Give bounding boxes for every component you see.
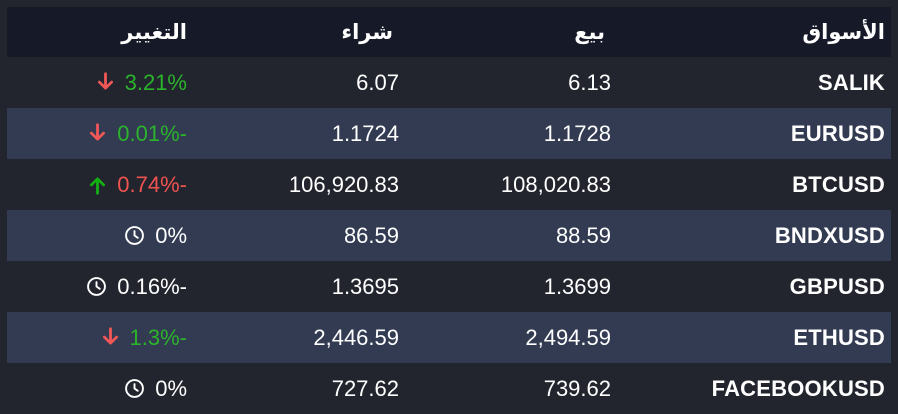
header-sell: بيع bbox=[574, 20, 605, 44]
table-body: SALIK 6.13 6.07 3.21% EURUSD 1.1728 1.17… bbox=[7, 57, 891, 414]
change-cell: 0% bbox=[7, 223, 187, 249]
change-value: 3.21% bbox=[124, 69, 187, 95]
header-markets: الأسواق bbox=[802, 20, 885, 44]
market-symbol: BTCUSD bbox=[792, 171, 885, 197]
buy-price: 1.1724 bbox=[331, 120, 399, 146]
table-row[interactable]: BNDXUSD 88.59 86.59 0% bbox=[7, 210, 891, 261]
table-row[interactable]: FACEBOOKUSD 739.62 727.62 0% bbox=[7, 363, 891, 414]
table-header-row: الأسواق بيع شراء التغيير bbox=[7, 7, 891, 57]
buy-price: 106,920.83 bbox=[288, 171, 399, 197]
change-value: 0% bbox=[155, 222, 187, 248]
clock-icon bbox=[125, 379, 145, 398]
buy-price: 2,446.59 bbox=[313, 324, 399, 350]
table-row[interactable]: ETHUSD 2,494.59 2,446.59 1.3%- bbox=[7, 312, 891, 363]
buy-price: 1.3695 bbox=[331, 273, 399, 299]
table-row[interactable]: EURUSD 1.1728 1.1724 0.01%- bbox=[7, 108, 891, 159]
table-row[interactable]: SALIK 6.13 6.07 3.21% bbox=[7, 57, 891, 108]
sell-price: 739.62 bbox=[543, 375, 611, 401]
sell-price: 108,020.83 bbox=[500, 171, 611, 197]
change-value: 0.74%- bbox=[117, 171, 187, 197]
change-cell: 0.74%- bbox=[7, 172, 187, 198]
buy-price: 86.59 bbox=[343, 222, 399, 248]
arrow-up-icon bbox=[90, 177, 106, 195]
sell-price: 2,494.59 bbox=[525, 324, 611, 350]
market-watch-table: الأسواق بيع شراء التغيير SALIK 6.13 6.07… bbox=[7, 7, 891, 414]
change-value: 0% bbox=[155, 375, 187, 401]
buy-price: 727.62 bbox=[331, 375, 399, 401]
market-symbol: GBPUSD bbox=[789, 273, 885, 299]
market-symbol: FACEBOOKUSD bbox=[711, 375, 885, 401]
sell-price: 1.3699 bbox=[543, 273, 611, 299]
market-symbol: ETHUSD bbox=[793, 324, 885, 350]
change-cell: 0% bbox=[7, 376, 187, 402]
buy-price: 6.07 bbox=[356, 69, 399, 95]
market-symbol: SALIK bbox=[818, 69, 885, 95]
sell-price: 1.1728 bbox=[543, 120, 611, 146]
change-value: 1.3%- bbox=[129, 324, 187, 350]
table-row[interactable]: BTCUSD 108,020.83 106,920.83 0.74%- bbox=[7, 159, 891, 210]
change-cell: 0.01%- bbox=[7, 121, 187, 147]
sell-price: 6.13 bbox=[568, 69, 611, 95]
change-cell: 1.3%- bbox=[7, 325, 187, 351]
change-value: 0.01%- bbox=[117, 120, 187, 146]
market-symbol: BNDXUSD bbox=[774, 222, 885, 248]
table-row[interactable]: GBPUSD 1.3699 1.3695 0.16%- bbox=[7, 261, 891, 312]
arrow-down-icon bbox=[97, 72, 113, 90]
arrow-down-icon bbox=[102, 327, 118, 345]
clock-icon bbox=[125, 226, 145, 245]
header-change: التغيير bbox=[121, 20, 187, 44]
clock-icon bbox=[87, 277, 107, 296]
sell-price: 88.59 bbox=[555, 222, 611, 248]
change-cell: 0.16%- bbox=[7, 274, 187, 300]
header-buy: شراء bbox=[341, 20, 393, 44]
change-value: 0.16%- bbox=[117, 273, 187, 299]
change-cell: 3.21% bbox=[7, 70, 187, 96]
market-symbol: EURUSD bbox=[790, 120, 885, 146]
arrow-down-icon bbox=[90, 123, 106, 141]
